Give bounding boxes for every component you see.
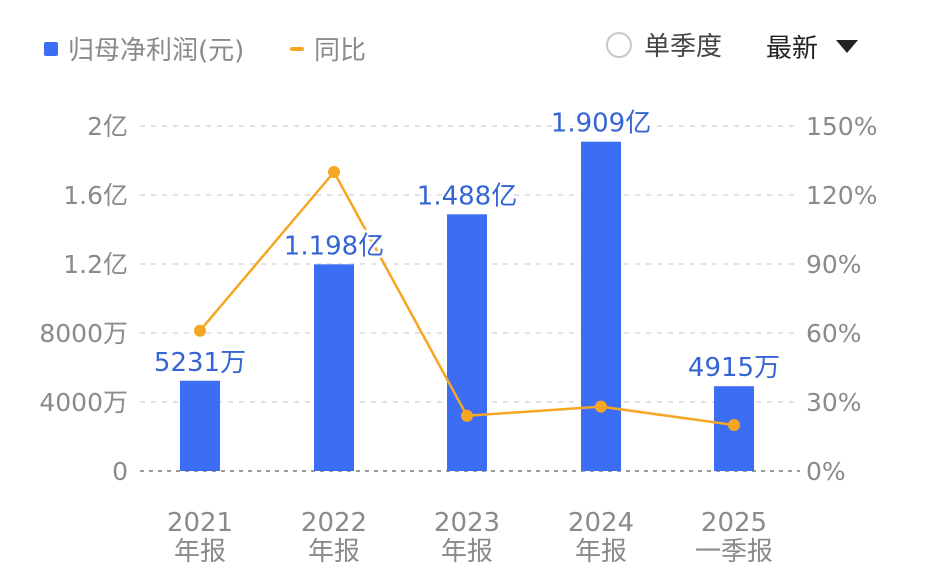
x-tick-label-year: 2024 bbox=[568, 508, 634, 538]
quarter-radio[interactable]: 单季度 bbox=[606, 26, 722, 63]
right-tick-label: 0% bbox=[806, 457, 846, 486]
bar bbox=[447, 214, 487, 471]
x-tick-label-period: 年报 bbox=[575, 537, 627, 567]
bar-data-label: 1.488亿 bbox=[417, 181, 517, 211]
left-tick-label: 8000万 bbox=[39, 319, 128, 348]
left-tick-label: 1.6亿 bbox=[63, 181, 128, 210]
x-tick-label-year: 2023 bbox=[434, 508, 500, 538]
x-tick-label-period: 年报 bbox=[174, 537, 226, 567]
right-tick-label: 30% bbox=[806, 388, 862, 417]
left-tick-label: 0 bbox=[112, 457, 128, 486]
bar-data-label: 5231万 bbox=[154, 348, 246, 378]
x-tick-label-year: 2021 bbox=[167, 508, 233, 538]
bar bbox=[180, 380, 220, 471]
period-label: 最新 bbox=[766, 34, 819, 64]
radio-circle-icon[interactable] bbox=[606, 31, 632, 58]
legend-label-net-profit: 归母净利润(元) bbox=[68, 36, 245, 66]
line-swatch-icon bbox=[290, 46, 304, 51]
bar-data-label: 1.198亿 bbox=[284, 231, 384, 261]
x-tick-label-year: 2022 bbox=[301, 508, 367, 538]
yoy-point bbox=[595, 400, 607, 413]
legend: 归母净利润(元) 同比 单季度 最新 bbox=[0, 0, 925, 90]
yoy-point bbox=[728, 419, 740, 431]
period-dropdown[interactable]: 最新 bbox=[766, 28, 859, 65]
x-tick-label-year: 2025 bbox=[701, 508, 767, 538]
yoy-point bbox=[328, 166, 340, 178]
left-tick-label: 1.2亿 bbox=[63, 250, 128, 279]
left-tick-label: 4000万 bbox=[39, 388, 128, 417]
quarter-label: 单季度 bbox=[644, 32, 723, 62]
yoy-point bbox=[461, 409, 473, 422]
right-tick-label: 150% bbox=[806, 112, 877, 141]
yoy-point bbox=[194, 324, 206, 337]
legend-label-yoy: 同比 bbox=[314, 36, 367, 66]
right-tick-label: 90% bbox=[806, 250, 862, 279]
bar-swatch-icon bbox=[44, 41, 58, 56]
bar bbox=[314, 264, 354, 471]
legend-item-net-profit[interactable]: 归母净利润(元) bbox=[44, 30, 244, 67]
caret-down-icon[interactable] bbox=[836, 40, 859, 53]
right-tick-label: 60% bbox=[806, 319, 862, 348]
x-tick-label-period: 年报 bbox=[308, 537, 360, 567]
bar-data-label: 4915万 bbox=[688, 353, 780, 383]
bar-data-label: 1.909亿 bbox=[551, 109, 651, 139]
x-tick-label-period: 年报 bbox=[441, 537, 493, 567]
left-tick-label: 2亿 bbox=[87, 112, 128, 141]
right-tick-label: 120% bbox=[806, 181, 877, 210]
bar bbox=[581, 141, 621, 471]
legend-item-yoy[interactable]: 同比 bbox=[290, 30, 366, 67]
x-tick-label-period: 一季报 bbox=[695, 537, 773, 567]
